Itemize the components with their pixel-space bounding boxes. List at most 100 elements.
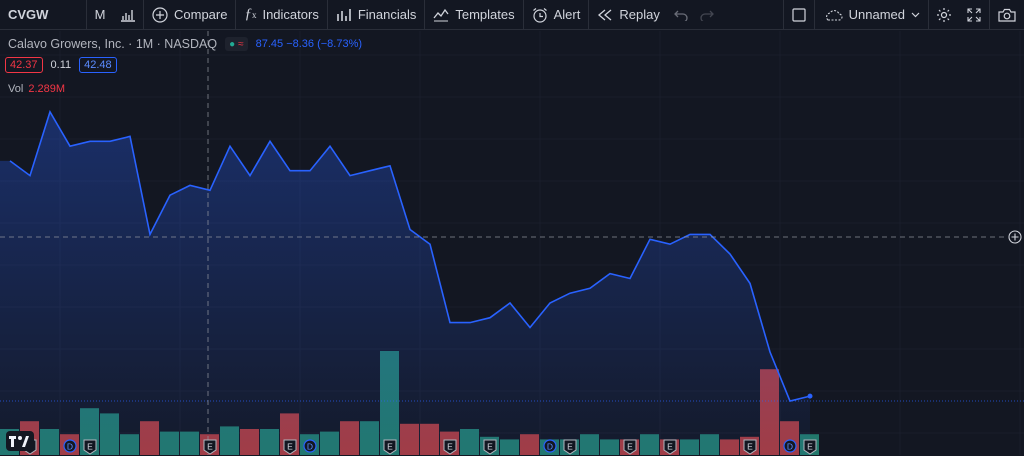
- svg-text:E: E: [447, 442, 453, 452]
- settings-button[interactable]: [929, 0, 959, 30]
- symbol-title: Calavo Growers, Inc. · 1M · NASDAQ: [8, 37, 218, 51]
- price-line: [9, 109, 811, 402]
- toolbar-divider: [928, 0, 929, 30]
- spread-value: 0.11: [50, 59, 72, 71]
- chart-type-button[interactable]: [113, 0, 143, 30]
- fx-icon: ƒx: [244, 6, 257, 22]
- symbol-label: CVGW: [8, 7, 49, 22]
- earnings-marker[interactable]: E: [283, 439, 297, 455]
- ask-price[interactable]: 42.48: [79, 57, 117, 73]
- layout-name-label: Unnamed: [848, 7, 905, 22]
- indicators-label: Indicators: [262, 7, 319, 22]
- volume-value: 2.289M: [28, 83, 66, 95]
- camera-icon: [998, 8, 1016, 22]
- undo-icon: [673, 9, 688, 21]
- redo-icon: [700, 9, 714, 21]
- symbol-search[interactable]: CVGW: [0, 0, 86, 30]
- top-toolbar: CVGW M Compare ƒx Indicators Financials …: [0, 0, 1024, 30]
- toolbar-divider: [813, 0, 815, 30]
- toolbar-divider: [326, 0, 328, 30]
- earnings-marker[interactable]: E: [83, 439, 97, 455]
- layout-name-button[interactable]: Unnamed: [815, 0, 928, 30]
- snapshot-button[interactable]: [990, 0, 1024, 30]
- price-change: 87.45 −8.36 (−8.73%): [255, 38, 363, 50]
- toolbar-divider: [782, 0, 784, 30]
- alert-button[interactable]: Alert: [524, 0, 589, 30]
- gear-icon: [936, 7, 952, 23]
- rewind-icon: [597, 9, 613, 21]
- alarm-clock-icon: [532, 7, 548, 23]
- status-dots-icon[interactable]: ● ≈: [225, 37, 248, 51]
- plus-circle-icon: [152, 6, 168, 23]
- tradingview-logo[interactable]: [6, 431, 34, 451]
- svg-text:E: E: [207, 442, 213, 452]
- fullscreen-icon: [967, 7, 981, 22]
- alert-label: Alert: [553, 7, 581, 22]
- earnings-marker[interactable]: E: [483, 439, 497, 455]
- interval-button[interactable]: M: [87, 0, 113, 30]
- cloud-icon: [823, 9, 843, 21]
- svg-text:E: E: [487, 442, 493, 452]
- replay-label: Replay: [619, 7, 660, 22]
- earnings-marker[interactable]: E: [203, 439, 217, 455]
- toolbar-divider: [989, 0, 990, 30]
- toolbar-divider: [588, 0, 590, 30]
- toolbar-divider: [522, 0, 524, 30]
- last-price-dot: [807, 393, 813, 399]
- svg-text:D: D: [787, 442, 793, 452]
- earnings-marker[interactable]: E: [443, 439, 457, 455]
- svg-text:D: D: [547, 442, 553, 452]
- undo-button[interactable]: [668, 0, 694, 30]
- redo-button[interactable]: [694, 0, 720, 30]
- chevron-down-icon: [911, 12, 920, 18]
- svg-text:E: E: [807, 442, 813, 452]
- financials-icon: [336, 8, 352, 22]
- earnings-marker[interactable]: E: [383, 439, 397, 455]
- dividend-marker[interactable]: D: [303, 439, 317, 453]
- dividend-marker[interactable]: D: [543, 439, 557, 453]
- svg-text:E: E: [667, 442, 673, 452]
- earnings-marker[interactable]: E: [563, 439, 577, 455]
- volume-label: Vol: [8, 83, 24, 95]
- event-markers: EDEEEDEEEDEEEEDE: [23, 439, 817, 455]
- templates-label: Templates: [455, 7, 515, 22]
- compare-label: Compare: [174, 7, 228, 22]
- earnings-marker[interactable]: E: [743, 439, 757, 455]
- select-layout-button[interactable]: [784, 0, 814, 30]
- templates-icon: [433, 8, 449, 22]
- dividend-marker[interactable]: D: [63, 439, 77, 453]
- indicators-button[interactable]: ƒx Indicators: [236, 0, 326, 30]
- svg-text:E: E: [387, 442, 393, 452]
- svg-text:E: E: [567, 442, 573, 452]
- financials-label: Financials: [357, 7, 417, 22]
- volume-legend: Vol 2.289M: [8, 83, 65, 95]
- square-icon: [792, 7, 806, 22]
- interval-label: M: [94, 7, 106, 22]
- bid-ask-row: 42.37 0.11 42.48: [5, 57, 117, 73]
- svg-text:D: D: [307, 442, 313, 452]
- svg-text:E: E: [627, 442, 633, 452]
- earnings-marker[interactable]: E: [663, 439, 677, 455]
- bid-price[interactable]: 42.37: [5, 57, 43, 73]
- svg-text:E: E: [747, 442, 753, 452]
- price-chart[interactable]: EDEEEDEEEDEEEEDE: [0, 31, 1024, 455]
- crosshair-plus-icon[interactable]: [1008, 230, 1022, 244]
- dividend-marker[interactable]: D: [783, 439, 797, 453]
- price-area-fill: [0, 111, 810, 455]
- toolbar-divider: [143, 0, 144, 30]
- chart-legend: Calavo Growers, Inc. · 1M · NASDAQ ● ≈ 87…: [8, 37, 362, 51]
- replay-button[interactable]: Replay: [589, 0, 667, 30]
- bar-chart-icon: [120, 8, 136, 22]
- svg-text:D: D: [67, 442, 73, 452]
- templates-button[interactable]: Templates: [425, 0, 522, 30]
- toolbar-divider: [86, 0, 87, 30]
- toolbar-divider: [235, 0, 237, 30]
- financials-button[interactable]: Financials: [328, 0, 425, 30]
- svg-text:E: E: [287, 442, 293, 452]
- compare-button[interactable]: Compare: [144, 0, 235, 30]
- toolbar-divider: [424, 0, 426, 30]
- fullscreen-button[interactable]: [959, 0, 989, 30]
- earnings-marker[interactable]: E: [623, 439, 637, 455]
- earnings-marker[interactable]: E: [803, 439, 817, 455]
- legend-header: Calavo Growers, Inc. · 1M · NASDAQ ● ≈ 87…: [8, 37, 362, 51]
